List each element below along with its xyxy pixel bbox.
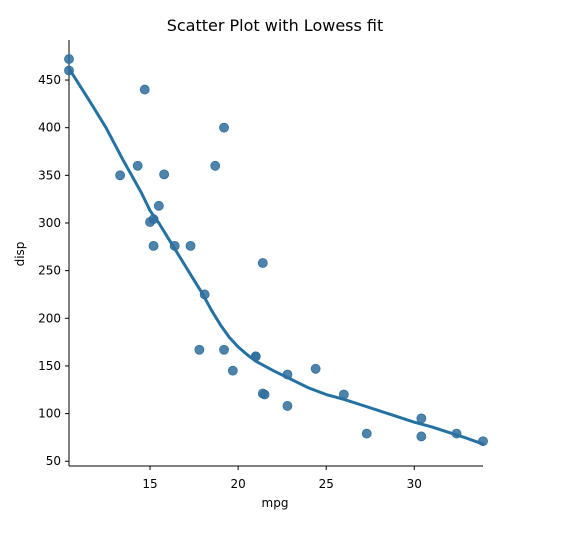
x-tick-label: 25 [319, 477, 334, 491]
scatter-point [153, 200, 164, 211]
y-axis: 50 100 150 200 250 300 350 400 450 [38, 40, 70, 468]
scatter-point [199, 289, 210, 300]
y-tick-label: 400 [38, 121, 61, 135]
scatter-point [451, 428, 462, 439]
scatter-point [132, 160, 143, 171]
scatter-point [361, 428, 372, 439]
scatter-point [250, 351, 261, 362]
x-axis: 15 20 25 30 [69, 465, 483, 491]
scatter-point [115, 170, 125, 181]
y-tick-label: 450 [38, 73, 61, 87]
y-tick-label: 150 [38, 359, 61, 373]
scatter-point [185, 240, 196, 251]
scatter-point [416, 413, 427, 424]
scatter-point [227, 365, 238, 376]
scatter-point [259, 389, 270, 400]
scatter-point [257, 258, 268, 268]
x-axis-label: mpg [262, 496, 289, 510]
scatter-point [194, 344, 205, 355]
scatter-point [282, 369, 293, 380]
scatter-point [219, 344, 229, 355]
chart-title: Scatter Plot with Lowess fit [167, 16, 384, 35]
scatter-point [64, 65, 74, 76]
scatter-point [139, 84, 150, 95]
y-tick-label: 200 [38, 311, 61, 325]
y-tick-label: 100 [38, 407, 61, 421]
x-tick-label: 30 [407, 477, 422, 491]
lowess-fit-line [67, 67, 485, 446]
scatter-point [219, 122, 229, 133]
scatter-point [210, 160, 221, 171]
y-tick-label: 250 [38, 264, 61, 278]
scatter-point [310, 363, 321, 374]
y-tick-label: 50 [46, 454, 61, 468]
y-tick-label: 300 [38, 216, 61, 230]
scatter-point [159, 169, 170, 180]
scatter-point [64, 54, 74, 64]
y-tick-label: 350 [38, 168, 61, 182]
scatter-point [338, 389, 349, 400]
scatter-point [282, 401, 293, 411]
lowess-fit-group [67, 67, 485, 446]
y-axis-label: disp [13, 242, 27, 267]
scatter-point [148, 214, 159, 225]
x-tick-label: 20 [230, 477, 245, 491]
scatter-point [169, 240, 180, 251]
scatter-point [478, 436, 488, 447]
x-tick-label: 15 [142, 477, 157, 491]
scatter-points-group [64, 54, 488, 447]
scatter-point [148, 240, 159, 251]
scatter-point [416, 431, 427, 442]
